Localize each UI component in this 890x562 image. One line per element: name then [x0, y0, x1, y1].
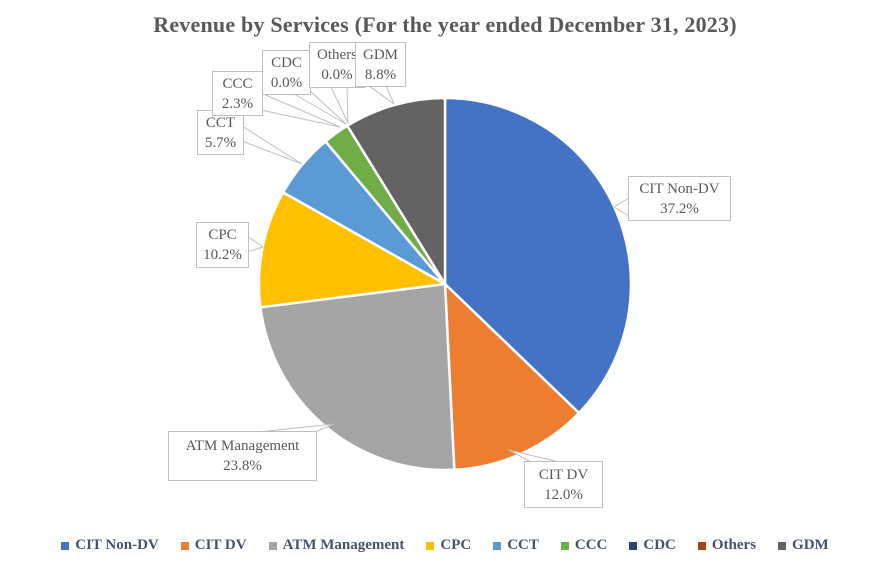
- data-label-category: Others: [317, 47, 357, 63]
- data-label-category: CPC: [208, 227, 237, 243]
- legend-swatch-icon: [493, 541, 502, 550]
- data-label-percent: 12.0%: [544, 486, 583, 503]
- data-label-category: CIT DV: [538, 466, 589, 483]
- legend-item-ccc: CCC: [560, 537, 608, 554]
- pie-slice-cit-non-dv: [443, 96, 633, 415]
- legend-item-gdm: GDM: [778, 537, 829, 554]
- data-label-percent: 37.2%: [660, 200, 699, 217]
- chart-title: Revenue by Services (For the year ended …: [153, 12, 737, 37]
- legend-label: CIT DV: [194, 537, 247, 553]
- legend-item-cpc: CPC: [426, 537, 471, 554]
- data-label-percent: 10.2%: [203, 247, 242, 263]
- leader-line-gdm: [368, 85, 395, 105]
- legend-swatch-icon: [180, 541, 189, 550]
- legend-item-cit-dv: CIT DV: [180, 537, 247, 554]
- data-label-ccc: CCC 2.3%: [212, 71, 263, 116]
- data-label-cit-non-dv: CIT Non-DV 37.2%: [628, 176, 731, 221]
- data-label-percent: 0.0%: [270, 74, 303, 91]
- data-label-category: ATM Management: [185, 438, 300, 454]
- legend-label: CCT: [507, 537, 539, 553]
- data-label-cct: CCT 5.7%: [197, 110, 244, 155]
- legend-label: CCC: [574, 537, 608, 553]
- legend-item-cdc: CDC: [629, 537, 676, 554]
- chart-legend: CIT Non-DV CIT DV ATM Management CPC CCT CCC C…: [0, 537, 890, 554]
- data-label-category: CCC: [222, 75, 253, 92]
- data-label-cdc: CDC 0.0%: [262, 50, 311, 95]
- legend-label: CPC: [440, 537, 472, 553]
- data-label-cit-dv: CIT DV 12.0%: [524, 461, 603, 508]
- legend-swatch-icon: [629, 541, 638, 550]
- pie-slice-cpc: [257, 191, 447, 309]
- data-label-percent: 8.8%: [364, 66, 397, 83]
- leader-line-cpc: [246, 235, 264, 253]
- data-label-category: CIT Non-DV: [639, 180, 720, 197]
- legend-swatch-icon: [426, 541, 435, 550]
- legend-item-cit-non-dv: CIT Non-DV: [61, 537, 159, 554]
- legend-swatch-icon: [268, 541, 277, 550]
- legend-swatch-icon: [778, 541, 787, 550]
- data-label-category: GDM: [362, 46, 398, 63]
- legend-label: Others: [711, 537, 757, 553]
- data-label-atm-management: ATM Management 23.8%: [168, 431, 317, 481]
- data-label-percent: 0.0%: [321, 67, 353, 83]
- legend-swatch-icon: [61, 541, 70, 550]
- data-label-cpc: CPC 10.2%: [196, 222, 249, 268]
- leader-line-cct: [241, 125, 303, 165]
- legend-label: ATM Management: [282, 537, 405, 553]
- legend-item-atm-management: ATM Management: [268, 537, 405, 554]
- data-label-percent: 23.8%: [223, 458, 262, 474]
- legend-label: GDM: [792, 537, 829, 553]
- data-label-percent: 5.7%: [204, 134, 237, 151]
- data-label-gdm: GDM 8.8%: [355, 42, 406, 87]
- legend-item-others: Others: [697, 537, 757, 554]
- legend-swatch-icon: [560, 541, 569, 550]
- legend-swatch-icon: [697, 541, 706, 550]
- data-label-category: CCT: [205, 114, 236, 131]
- legend-item-cct: CCT: [493, 537, 539, 554]
- legend-label: CDC: [643, 537, 676, 553]
- pie-slice-gdm: [346, 96, 447, 286]
- data-label-percent: 2.3%: [221, 95, 254, 112]
- data-label-category: CDC: [271, 54, 302, 71]
- legend-label: CIT Non-DV: [75, 537, 159, 553]
